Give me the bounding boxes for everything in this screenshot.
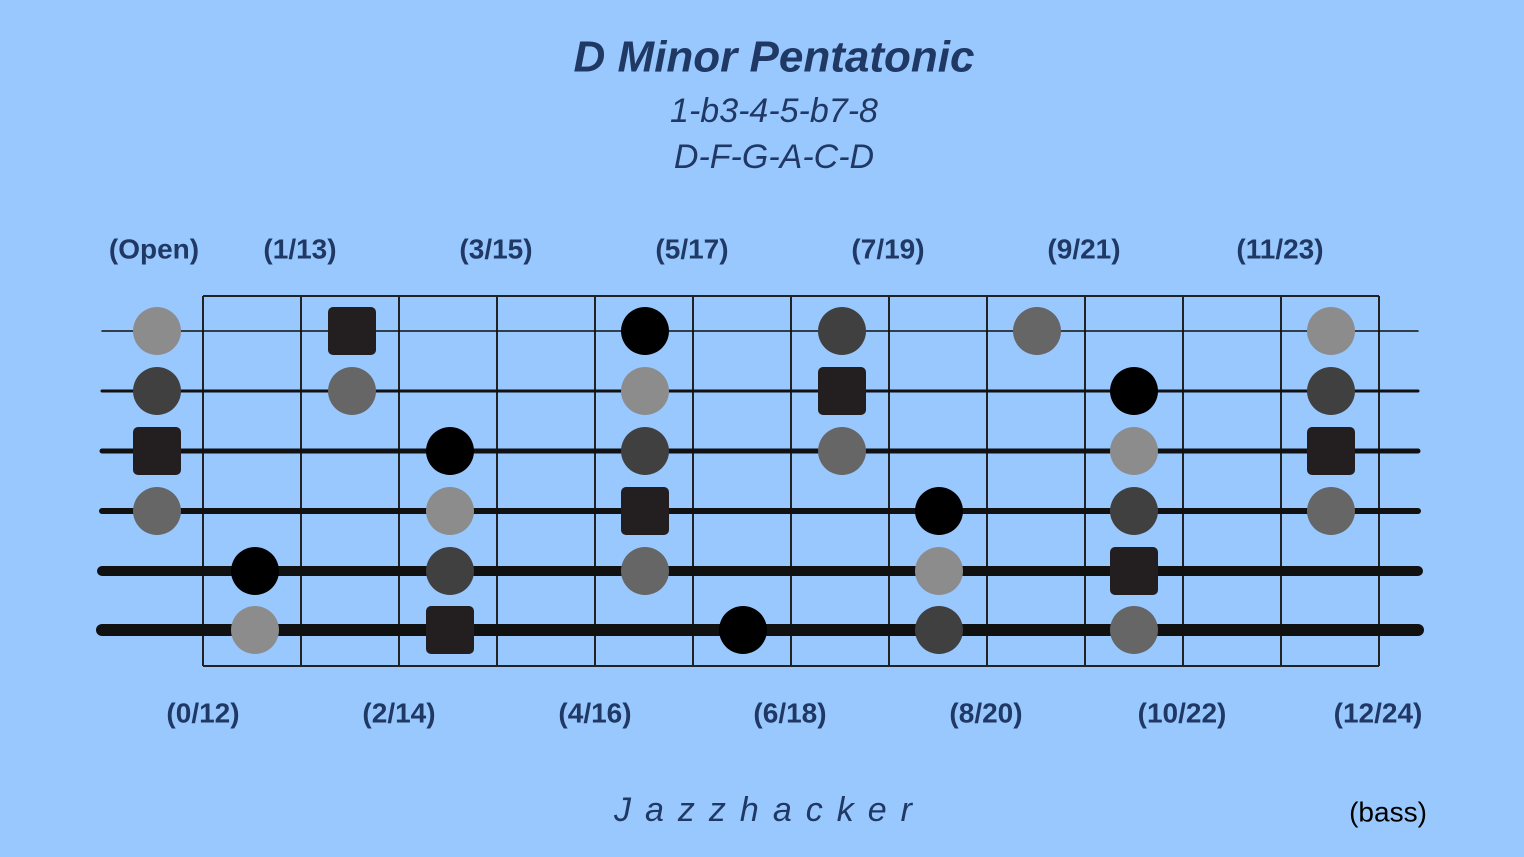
fret-label: (1/13) [263,233,336,264]
note-root [133,427,181,475]
note [1110,367,1158,415]
fretboard [96,295,1424,667]
brand: Jazzhacker [613,791,926,829]
title: D Minor Pentatonic [574,33,975,82]
note [621,547,669,595]
note-names: D-F-G-A-C-D [674,138,874,176]
fret-label: (3/15) [459,233,532,264]
note [328,367,376,415]
note [818,427,866,475]
note-root [1307,427,1355,475]
note [915,606,963,654]
note [621,367,669,415]
fret-label: (Open) [109,233,199,264]
note [1110,427,1158,475]
fret-label: (2/14) [362,697,435,728]
note [1110,606,1158,654]
fret-label: (5/17) [655,233,728,264]
note-root [1110,547,1158,595]
fret-label: (4/16) [558,697,631,728]
fret-label: (7/19) [851,233,924,264]
note [426,427,474,475]
note [818,307,866,355]
fret-label: (8/20) [949,697,1022,728]
note [915,547,963,595]
note [1307,487,1355,535]
fret-label: (6/18) [753,697,826,728]
note-root [621,487,669,535]
note [915,487,963,535]
note [426,547,474,595]
note [231,606,279,654]
formula: 1-b3-4-5-b7-8 [670,92,878,130]
fret-label: (11/23) [1236,233,1323,264]
note [1307,367,1355,415]
note [231,547,279,595]
fret-label: (12/24) [1334,697,1423,728]
note-root [818,367,866,415]
note [133,307,181,355]
note [1307,307,1355,355]
note [133,367,181,415]
note [133,487,181,535]
instrument: (bass) [1349,796,1427,827]
note [1110,487,1158,535]
fret-label: (0/12) [166,697,239,728]
note-root [328,307,376,355]
note [719,606,767,654]
note [621,307,669,355]
note [621,427,669,475]
fret-label: (10/22) [1138,697,1227,728]
note [426,487,474,535]
note [1013,307,1061,355]
fret-label: (9/21) [1047,233,1120,264]
note-root [426,606,474,654]
